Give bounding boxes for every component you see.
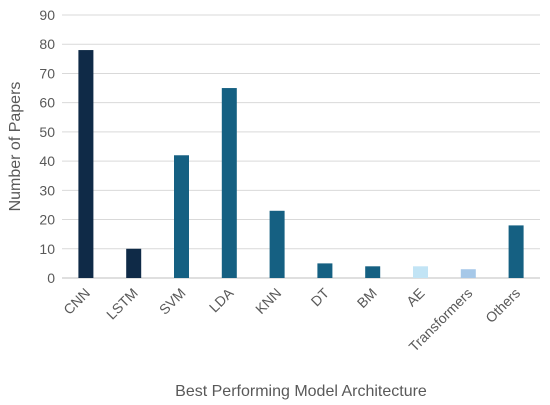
x-tick-label: DT <box>308 284 333 309</box>
x-axis-title: Best Performing Model Architecture <box>175 383 427 400</box>
y-tick-label: 70 <box>39 65 55 81</box>
bar-others <box>508 225 524 278</box>
bar-lda <box>221 88 237 278</box>
x-tick-label: LSTM <box>103 285 141 323</box>
bars <box>78 50 524 278</box>
y-tick-label: 90 <box>39 7 55 23</box>
bar-bm <box>365 266 381 278</box>
bar-svm <box>174 155 189 278</box>
x-tick-label: BM <box>354 285 380 311</box>
x-tick-label: AE <box>403 285 428 310</box>
y-tick-label: 10 <box>39 241 55 257</box>
y-tick-label: 50 <box>39 124 55 140</box>
bar-cnn <box>78 50 94 278</box>
x-tick-label: CNN <box>60 285 93 318</box>
y-axis-title: Number of Papers <box>7 82 24 212</box>
x-tick-label: KNN <box>252 285 284 317</box>
y-tick-label: 40 <box>39 153 55 169</box>
bar-knn <box>269 210 285 278</box>
x-tick-label: SVM <box>156 285 189 318</box>
bar-dt <box>317 263 333 278</box>
y-tick-label: 80 <box>39 36 55 52</box>
y-tick-label: 20 <box>39 212 55 228</box>
y-tick-label: 0 <box>47 270 55 286</box>
x-tick-label: Others <box>482 285 523 326</box>
y-tick-labels: 0 10 20 30 40 50 60 70 80 90 <box>39 7 55 286</box>
bar-lstm <box>126 248 142 278</box>
bar-ae <box>413 266 428 278</box>
y-tick-label: 30 <box>39 182 55 198</box>
y-tick-label: 60 <box>39 95 55 111</box>
x-tick-label: LDA <box>206 284 237 315</box>
gridlines <box>62 14 540 279</box>
bar-transformers <box>460 269 476 278</box>
